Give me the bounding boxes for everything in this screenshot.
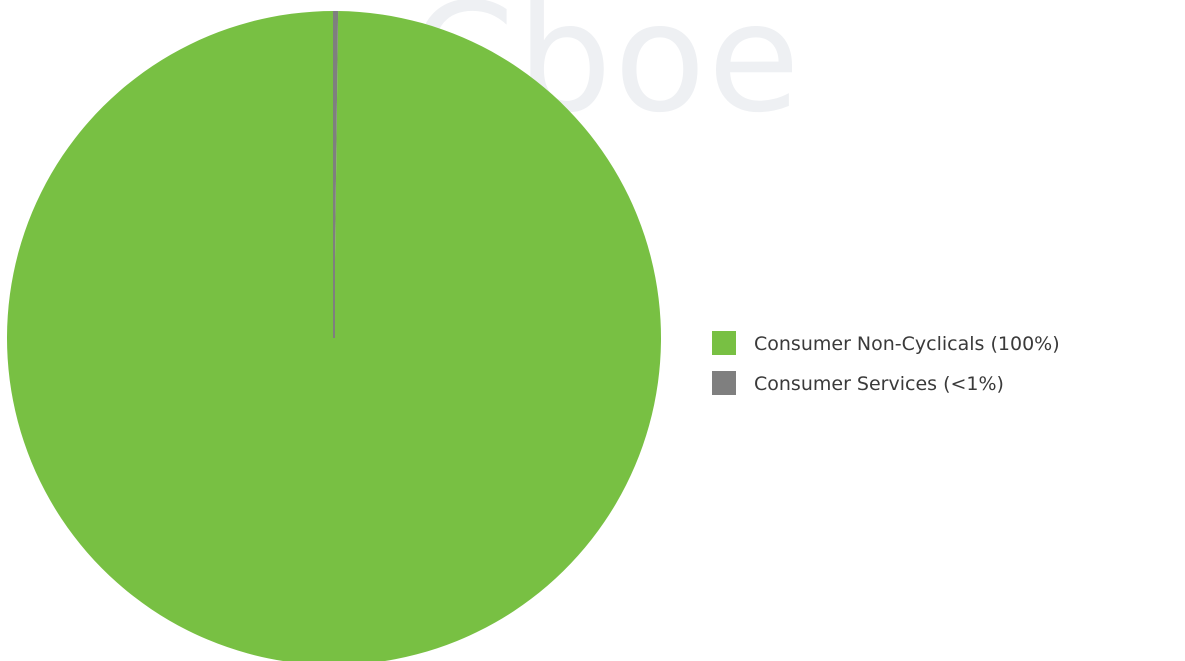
legend-label-1[interactable]: Consumer Services (<1%)	[754, 373, 1004, 395]
legend-swatch-1[interactable]	[712, 371, 736, 395]
pie-slice-1[interactable]	[334, 11, 339, 338]
pie-slice-0[interactable]	[7, 11, 662, 661]
legend-label-0[interactable]: Consumer Non-Cyclicals (100%)	[754, 333, 1060, 355]
pie-slices	[7, 11, 662, 661]
legend-swatch-0[interactable]	[712, 331, 736, 355]
legend: Consumer Non-Cyclicals (100%) Consumer Se…	[712, 331, 1060, 395]
